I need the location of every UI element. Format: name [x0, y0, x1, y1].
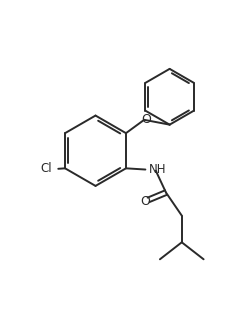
Text: Cl: Cl: [40, 162, 52, 175]
Text: O: O: [140, 194, 150, 207]
Text: NH: NH: [149, 163, 166, 176]
Text: O: O: [141, 113, 151, 126]
